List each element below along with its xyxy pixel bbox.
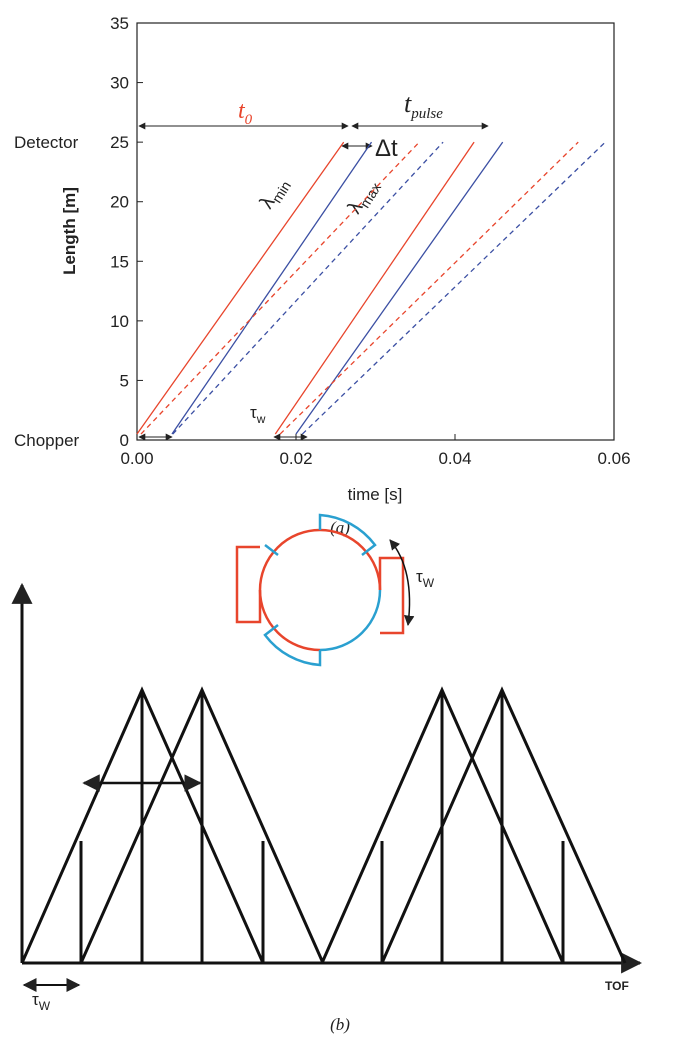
t0-label: t0 <box>238 98 253 128</box>
y-axis-label: Length [m] <box>60 187 79 275</box>
level-label: Chopper <box>14 431 80 450</box>
x-tick-label: 0.02 <box>279 449 312 468</box>
series-line <box>172 141 444 435</box>
chopper-disc <box>235 513 405 667</box>
y-tick-label: 0 <box>120 431 129 450</box>
x-tick-label: 0.04 <box>438 449 471 468</box>
series-line <box>301 141 606 435</box>
lmin-label: λmin <box>256 173 294 214</box>
dt-label: Δt <box>375 135 398 162</box>
x-tick-label: 0.00 <box>120 449 153 468</box>
series-line <box>274 141 475 435</box>
y-tick-label: 35 <box>110 14 129 33</box>
series-line <box>140 141 420 435</box>
x-axis-label: time [s] <box>348 485 403 504</box>
panel-b: τW TOF τW (b) <box>11 513 643 1034</box>
pulse-triangles <box>20 686 627 964</box>
y-tick-label: 5 <box>120 371 129 390</box>
y-tick-label: 10 <box>110 312 129 331</box>
tw-label: τW <box>32 990 51 1013</box>
tpulse-label: tpulse <box>404 89 443 122</box>
x-tick-label: 0.06 <box>597 449 630 468</box>
rotation-arrow <box>389 539 415 627</box>
verticals <box>79 690 565 963</box>
plot-frame <box>136 22 615 441</box>
series-line <box>295 141 504 435</box>
series-line <box>279 141 579 435</box>
y-tick-label: 20 <box>110 193 129 212</box>
panel-a: Length [m] time [s] (a) t0 tpulse Δt λmi… <box>14 14 631 537</box>
caption: (b) <box>330 1015 350 1034</box>
chopper-tw-label: τW <box>416 567 435 590</box>
series-line <box>136 141 345 435</box>
tof-label: TOF <box>605 979 629 993</box>
tw-label: τw <box>250 403 266 426</box>
y-tick-label: 30 <box>110 74 129 93</box>
level-label: Detector <box>14 133 79 152</box>
series-line <box>171 141 373 435</box>
y-tick-label: 25 <box>110 133 129 152</box>
y-tick-label: 15 <box>110 252 129 271</box>
